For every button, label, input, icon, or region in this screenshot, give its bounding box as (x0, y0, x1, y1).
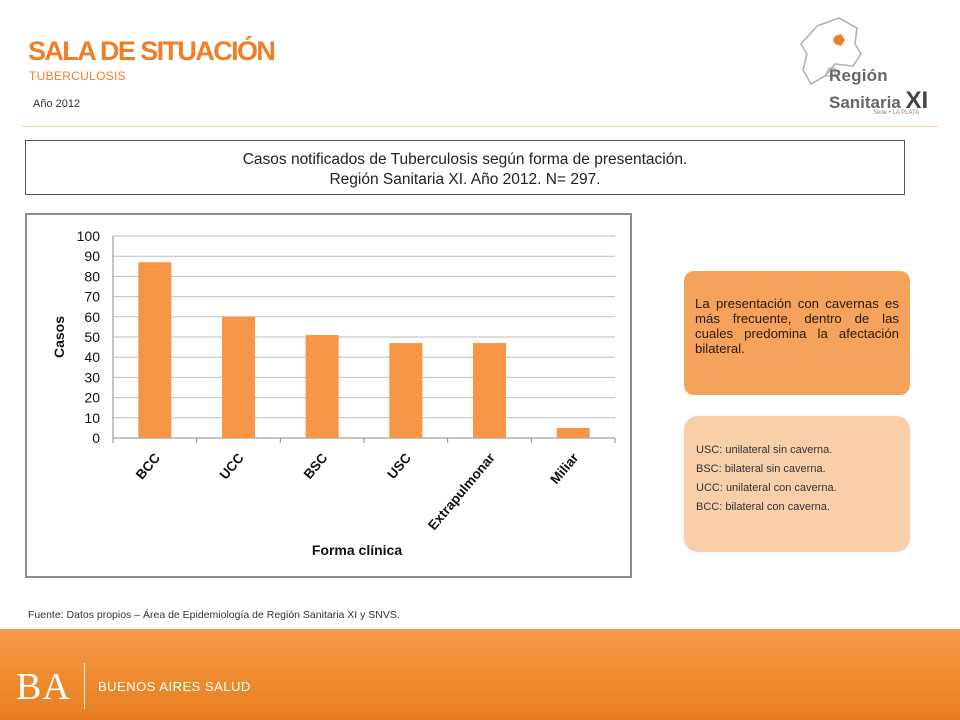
bar (305, 334, 339, 438)
y-tick-label: 40 (84, 349, 100, 365)
x-tick-label: BCC (133, 450, 163, 482)
y-tick-label: 20 (84, 390, 100, 406)
logo-roman-numeral: XI (905, 87, 929, 114)
y-tick-label: 70 (84, 289, 100, 305)
bar (556, 427, 590, 438)
province-map-icon (800, 17, 862, 86)
x-axis-title: Forma clínica (312, 542, 402, 558)
abbreviation-legend: USC: unilateral sin caverna. BSC: bilate… (684, 416, 910, 552)
logo-region-label: Región (829, 66, 888, 85)
page-year: Año 2012 (33, 98, 81, 110)
bar (473, 343, 506, 438)
bar-chart-svg: 0 10 20 30 40 50 60 70 80 90 100 BCC UCC BSC USC Extrap… (51, 228, 616, 558)
legend-line-bcc: BCC: bilateral con caverna. (696, 501, 830, 513)
y-tick-label: 80 (84, 268, 100, 284)
legend-line-ucc: UCC: unilateral con caverna. (696, 482, 837, 494)
logo-sede-label: Sede • LA PLATA (873, 110, 920, 116)
x-tick-label: BSC (301, 450, 331, 482)
note-callout: La presentación con cavernas es más frec… (684, 271, 910, 395)
x-tick-label: Extrapulmonar (425, 450, 498, 533)
logo-sanitaria-text: Sanitaria (829, 93, 901, 112)
logo-sanitaria-label: Sanitaria XI (829, 87, 928, 115)
x-tick-label: UCC (217, 450, 247, 482)
y-tick-label: 100 (77, 228, 101, 244)
footer-divider (84, 663, 85, 709)
bar-chart: 0 10 20 30 40 50 60 70 80 90 100 BCC UCC BSC USC Extrap… (25, 213, 632, 578)
y-axis-title: Casos (51, 316, 67, 358)
bar (389, 343, 423, 438)
footer-brand-text: BUENOS AIRES SALUD (98, 679, 251, 694)
footer-brand-logo: BA (16, 666, 71, 708)
source-note: Fuente: Datos propios – Área de Epidemio… (28, 609, 400, 621)
y-tick-label: 50 (84, 329, 100, 345)
bar (222, 316, 255, 438)
note-text: La presentación con cavernas es más frec… (695, 296, 899, 356)
legend-line-usc: USC: unilateral sin caverna. (696, 444, 833, 456)
chart-title-box: Casos notificados de Tuberculosis según … (25, 140, 905, 195)
bar (138, 262, 172, 438)
header-divider (22, 126, 938, 127)
y-tick-label: 0 (92, 430, 100, 446)
footer-bar: BA BUENOS AIRES SALUD (0, 629, 960, 720)
legend-line-bsc: BSC: bilateral sin caverna. (696, 463, 826, 475)
y-tick-label: 60 (84, 309, 100, 325)
x-tick-label: USC (384, 450, 414, 482)
page-title: SALA DE SITUACIÓN (28, 36, 276, 66)
chart-title-line-1: Casos notificados de Tuberculosis según … (242, 151, 688, 168)
y-tick-label: 10 (84, 410, 100, 426)
region-logo: Región Sanitaria XI Sede • LA PLATA (795, 14, 935, 122)
y-tick-label: 90 (84, 248, 100, 264)
chart-title-line-2: Región Sanitaria XI. Año 2012. N= 297. (329, 171, 601, 188)
page-subtitle: TUBERCULOSIS (29, 69, 126, 83)
y-tick-label: 30 (84, 369, 100, 385)
x-tick-label: Miliar (547, 450, 582, 487)
